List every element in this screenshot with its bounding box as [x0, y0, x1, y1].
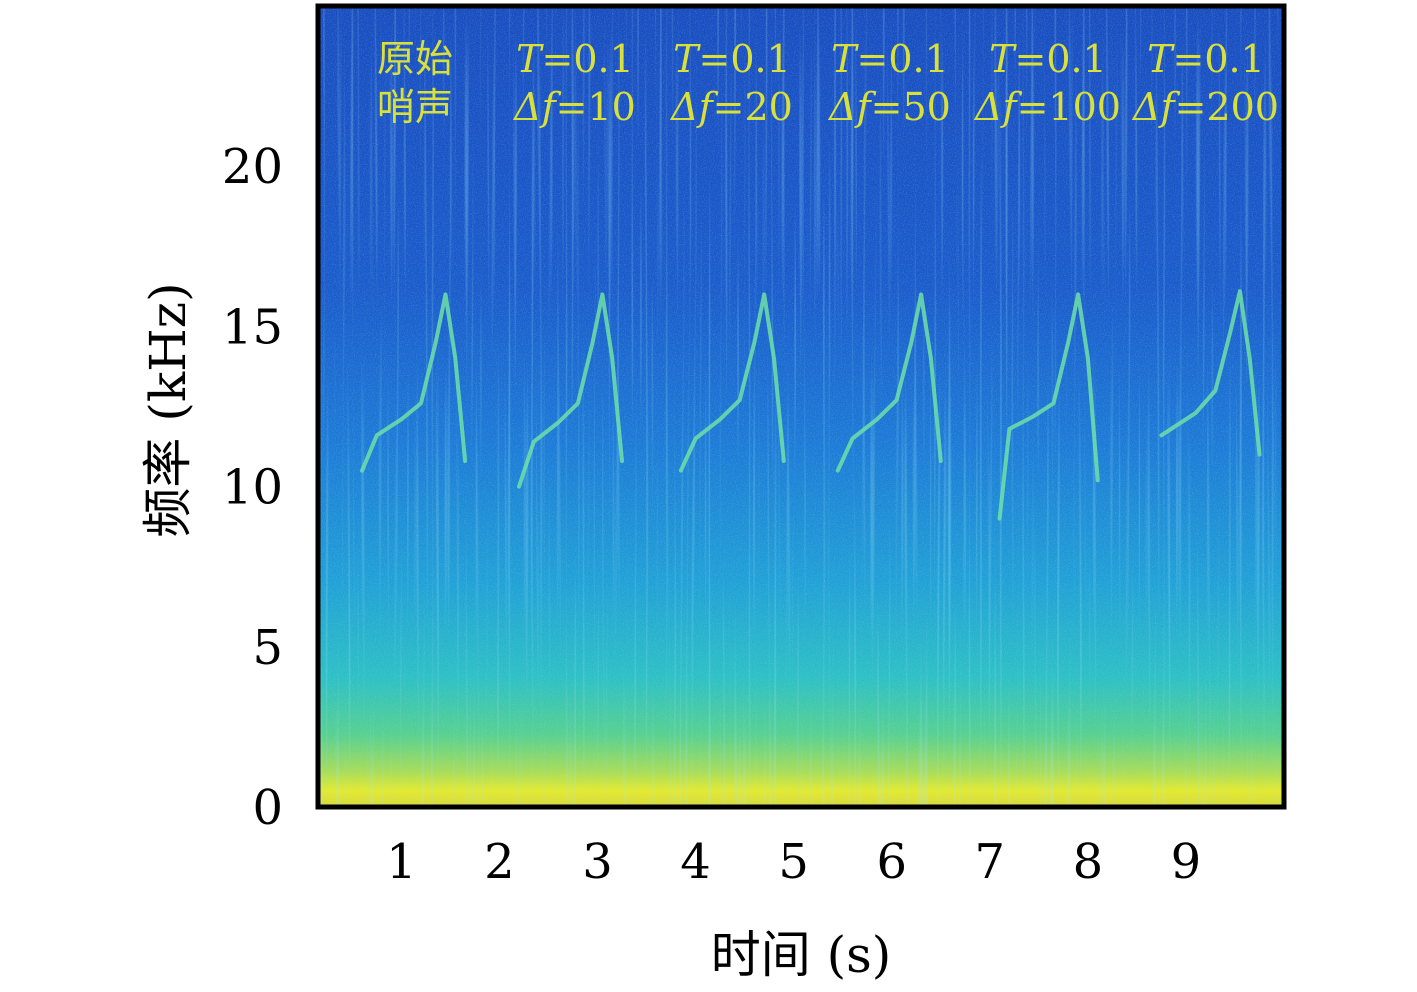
annotation-line1: T=0.1 [1147, 37, 1265, 81]
annotation-var: Δf [827, 85, 876, 129]
x-tick-label: 1 [386, 834, 417, 890]
annotation-line2: Δf=50 [827, 85, 951, 129]
annotation-value: =20 [713, 85, 793, 129]
annotation-var: T [516, 37, 544, 81]
whistle-contour [997, 292, 1100, 521]
annotation-line1: T=0.1 [673, 37, 791, 81]
annotation-var: T [989, 37, 1017, 81]
annotation-var: Δf [512, 85, 561, 129]
annotation-value: =10 [556, 85, 636, 129]
x-tick-label: 6 [876, 834, 907, 890]
annotation-var: T [673, 37, 701, 81]
annotation-value: =50 [871, 85, 951, 129]
y-tick-label: 15 [222, 299, 283, 355]
annotation-var: Δf [669, 85, 718, 129]
annotation-value: =0.1 [699, 37, 791, 81]
spectrogram-speckle-noise [318, 6, 1284, 807]
annotation-line2: Δf=100 [973, 85, 1121, 129]
annotation-var: T [831, 37, 859, 81]
whistle-contour [835, 292, 943, 473]
x-tick-label: 7 [975, 834, 1006, 890]
annotation-value: =0.1 [1173, 37, 1265, 81]
annotation-line2: Δf=20 [669, 85, 793, 129]
whistle-contour [1159, 289, 1262, 457]
plot-area [315, 3, 1287, 810]
annotation-line1: T=0.1 [831, 37, 949, 81]
x-tick-label: 3 [582, 834, 613, 890]
annotation-var: Δf [1131, 85, 1180, 129]
annotation-label: T=0.1Δf=20 [669, 37, 793, 129]
annotation-var: T [1147, 37, 1175, 81]
annotation-label: T=0.1Δf=100 [973, 37, 1121, 129]
annotation-line1: 原始 [377, 37, 453, 81]
x-tick-label: 9 [1171, 834, 1202, 890]
annotations: 原始哨声T=0.1Δf=10T=0.1Δf=20T=0.1Δf=50T=0.1Δ… [377, 37, 1279, 129]
annotation-value: =0.1 [1015, 37, 1107, 81]
annotation-var: Δf [973, 85, 1022, 129]
y-tick-label: 10 [222, 460, 283, 516]
annotation-value: =100 [1017, 85, 1121, 129]
whistle-contour [360, 292, 468, 473]
annotation-line2: Δf=200 [1131, 85, 1279, 129]
annotation-value: =0.1 [857, 37, 949, 81]
plot-frame [315, 3, 1287, 810]
whistle-contour [517, 292, 624, 489]
x-axis-title: 时间 (s) [711, 926, 892, 984]
annotation-line2: 哨声 [377, 85, 453, 129]
annotation-label: T=0.1Δf=200 [1131, 37, 1279, 129]
y-tick-label: 20 [222, 139, 283, 195]
y-tick-label: 0 [252, 780, 283, 836]
whistle-contours [360, 289, 1262, 521]
y-tick-label: 5 [252, 620, 283, 676]
annotation-line1: T=0.1 [989, 37, 1107, 81]
y-tick-labels: 0 5 10 15 20 [222, 139, 283, 836]
x-tick-labels: 1 2 3 4 5 6 7 8 9 [386, 834, 1201, 890]
x-tick-label: 5 [778, 834, 809, 890]
annotation-line2: Δf=10 [512, 85, 636, 129]
annotation-line1: T=0.1 [516, 37, 634, 81]
x-tick-label: 2 [484, 834, 515, 890]
y-axis-title: 频率 (kHz) [139, 282, 197, 537]
annotation-value: =0.1 [542, 37, 634, 81]
annotation-value: =200 [1175, 85, 1279, 129]
whistle-contour [678, 292, 786, 473]
x-tick-label: 4 [680, 834, 711, 890]
annotation-label: T=0.1Δf=10 [512, 37, 636, 129]
annotation-label: T=0.1Δf=50 [827, 37, 951, 129]
x-tick-label: 8 [1073, 834, 1104, 890]
